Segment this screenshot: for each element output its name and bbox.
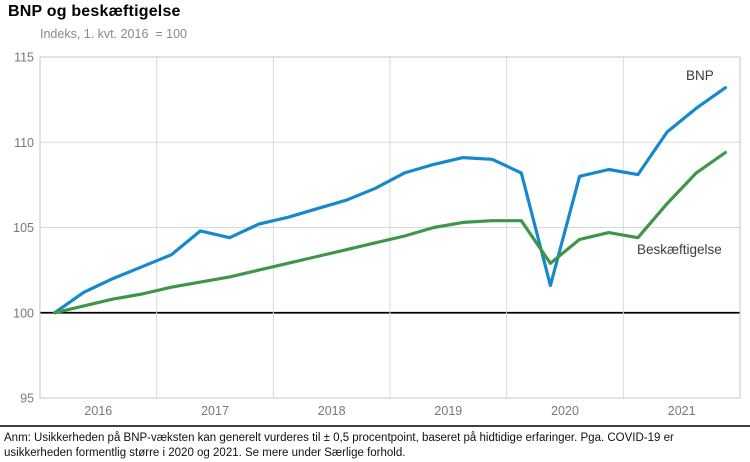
chart-title: BNP og beskæftigelse (8, 3, 181, 20)
series-label-beskftigelse: Beskæftigelse (637, 242, 722, 257)
series-label-bnp: BNP (686, 68, 714, 83)
y-tick-label: 95 (20, 392, 34, 406)
footnote-line-1: Anm: Usikkerheden på BNP-væksten kan gen… (4, 432, 674, 444)
y-tick-label: 105 (13, 221, 34, 235)
x-year-label: 2019 (434, 404, 462, 418)
line-chart-canvas: 115 110 105 100 95 2016 2017 2018 2019 2020 2021 BN… (13, 51, 741, 418)
series-line-bnp (52, 86, 728, 315)
x-year-label: 2018 (318, 404, 346, 418)
y-tick-label: 115 (14, 51, 34, 65)
y-tick-label: 110 (14, 136, 34, 150)
footnote-divider: Anm: Usikkerheden på BNP-væksten kan gen… (0, 425, 750, 461)
footnote-line-2: usikkerheden formentlig større i 2020 og… (4, 447, 406, 459)
x-year-label: 2020 (551, 404, 579, 418)
series-line-beskftigelse (52, 150, 728, 315)
footnote: Anm: Usikkerheden på BNP-væksten kan gen… (4, 431, 746, 461)
x-year-label: 2016 (84, 404, 112, 418)
x-year-label: 2021 (668, 404, 696, 418)
chart-subtitle: Indeks, 1. kvt. 2016 = 100 (40, 27, 187, 41)
y-tick-label: 100 (13, 306, 34, 320)
x-year-label: 2017 (201, 404, 229, 418)
plot-frame (39, 56, 741, 399)
